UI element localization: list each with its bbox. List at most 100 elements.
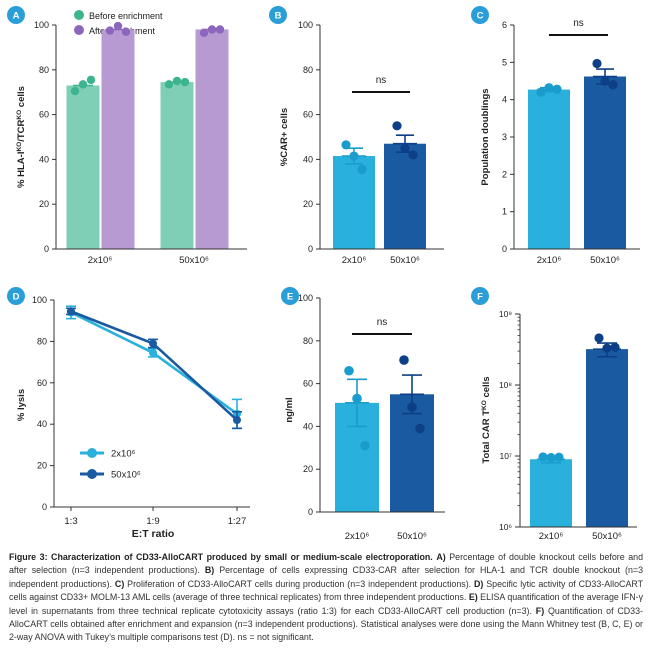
- y-tick-label: 0: [308, 244, 313, 254]
- caption-f-text: Quantification of CD33-AlloCART cells ob…: [9, 605, 644, 643]
- legend-label: Before enrichment: [89, 11, 163, 21]
- panel-letter-D: D: [13, 292, 20, 303]
- data-point: [608, 80, 618, 90]
- y-tick-label: 80: [37, 336, 47, 346]
- y-tick-label: 10⁹: [499, 309, 512, 319]
- y-axis-label: % lysis: [16, 389, 27, 421]
- data-point: [602, 343, 612, 353]
- data-point: [199, 28, 209, 38]
- panel-letter-F: F: [477, 292, 483, 303]
- axis-label-segment: /TCR: [16, 119, 27, 141]
- y-tick-label: 3: [502, 132, 507, 142]
- x-tick-label: 2x10⁶: [342, 255, 367, 266]
- y-tick-label: 0: [42, 502, 47, 512]
- y-tick-label: 40: [303, 421, 313, 431]
- y-tick-label: 20: [303, 199, 313, 209]
- data-point: [78, 80, 88, 89]
- caption-c-text: Proliferation of CD33-AlloCART cells dur…: [127, 578, 472, 589]
- data-point: [600, 76, 610, 86]
- y-tick-label: 20: [37, 461, 47, 471]
- y-tick-label: 20: [303, 464, 313, 474]
- axis-label-segment: ng/ml: [284, 397, 295, 422]
- axis-label-segment: KO: [16, 110, 23, 120]
- caption-e-text: ELISA quantification of the average IFN-…: [9, 592, 644, 616]
- caption-b-text: Percentage of cells expressing CD33-CAR …: [9, 565, 644, 589]
- y-tick-label: 40: [39, 154, 49, 164]
- y-tick-label: 2: [502, 169, 507, 179]
- y-axis-label: Population doublings: [480, 88, 491, 185]
- y-tick-label: 5: [502, 57, 507, 67]
- legend-marker: [74, 25, 84, 35]
- axis-label-segment: % HLA-I: [16, 152, 27, 188]
- data-point: [215, 25, 225, 34]
- caption-a-label: A): [436, 552, 446, 562]
- caption-e-label: E): [468, 592, 478, 603]
- y-axis-label: Total CAR TKO cells: [481, 376, 493, 463]
- data-point: [172, 76, 182, 86]
- bar: [195, 29, 229, 250]
- data-point: [400, 143, 410, 153]
- panel-letter-A: A: [13, 11, 20, 22]
- x-tick-label: 2x10⁶: [537, 255, 562, 266]
- legend-label: 2x10⁶: [111, 449, 136, 460]
- significance-label: ns: [376, 75, 387, 86]
- data-point: [546, 452, 556, 463]
- y-tick-label: 100: [298, 20, 313, 30]
- y-axis-label: %CAR+ cells: [279, 108, 290, 166]
- panel-badge-B: [269, 6, 287, 24]
- bar: [384, 143, 426, 249]
- y-tick-label: 80: [303, 65, 313, 75]
- panel-letter-E: E: [287, 292, 293, 303]
- panel-badge-F: [471, 287, 489, 305]
- data-point: [610, 342, 620, 352]
- axis-label-segment: Total CAR T: [481, 410, 492, 464]
- data-point: [360, 440, 370, 451]
- y-tick-label: 60: [303, 379, 313, 389]
- bar: [584, 76, 626, 250]
- y-tick-label: 60: [303, 110, 313, 120]
- x-tick-label: 2x10⁶: [88, 255, 113, 266]
- bar: [528, 89, 570, 249]
- legend-marker: [87, 469, 97, 479]
- data-point: [538, 452, 548, 462]
- caption-d-text: Specific lytic activity of CD33-AlloCART…: [9, 578, 644, 603]
- y-tick-label: 0: [502, 244, 507, 254]
- caption-b-label: B): [204, 565, 215, 576]
- bar: [333, 156, 375, 249]
- caption-c-label: C): [114, 578, 125, 589]
- data-point: [207, 25, 217, 34]
- data-point: [233, 416, 241, 425]
- y-tick-label: 100: [298, 293, 313, 303]
- bar: [530, 459, 572, 527]
- data-point: [352, 393, 362, 404]
- data-point: [536, 87, 546, 97]
- data-point: [149, 348, 157, 357]
- bar: [586, 349, 628, 527]
- y-tick-label: 10⁷: [499, 451, 512, 461]
- data-point: [349, 151, 359, 161]
- data-point: [408, 150, 418, 160]
- y-tick-label: 10⁸: [499, 380, 512, 390]
- panel-badge-D: [7, 287, 25, 305]
- data-point: [594, 333, 604, 343]
- axis-label-segment: cells: [481, 376, 492, 400]
- data-point: [357, 164, 367, 175]
- caption-d-label: D): [474, 578, 484, 589]
- data-point: [113, 21, 123, 31]
- x-tick-label: 50x10⁶: [590, 255, 620, 266]
- data-point: [105, 26, 115, 35]
- legend-marker: [87, 448, 97, 458]
- x-tick-label: 1:9: [146, 516, 159, 527]
- y-axis-label: % HLA-IKO/TCRKO cells: [16, 86, 28, 188]
- data-point: [344, 365, 354, 376]
- y-tick-label: 80: [303, 336, 313, 346]
- panel-letter-C: C: [477, 11, 484, 22]
- legend-marker: [74, 10, 84, 20]
- x-tick-label: 1:3: [64, 516, 77, 527]
- data-point: [592, 58, 602, 69]
- y-tick-label: 100: [34, 20, 49, 30]
- panel-letter-B: B: [275, 11, 282, 22]
- data-point: [70, 86, 80, 96]
- axis-label-segment: % lysis: [16, 389, 27, 421]
- y-tick-label: 60: [37, 378, 47, 388]
